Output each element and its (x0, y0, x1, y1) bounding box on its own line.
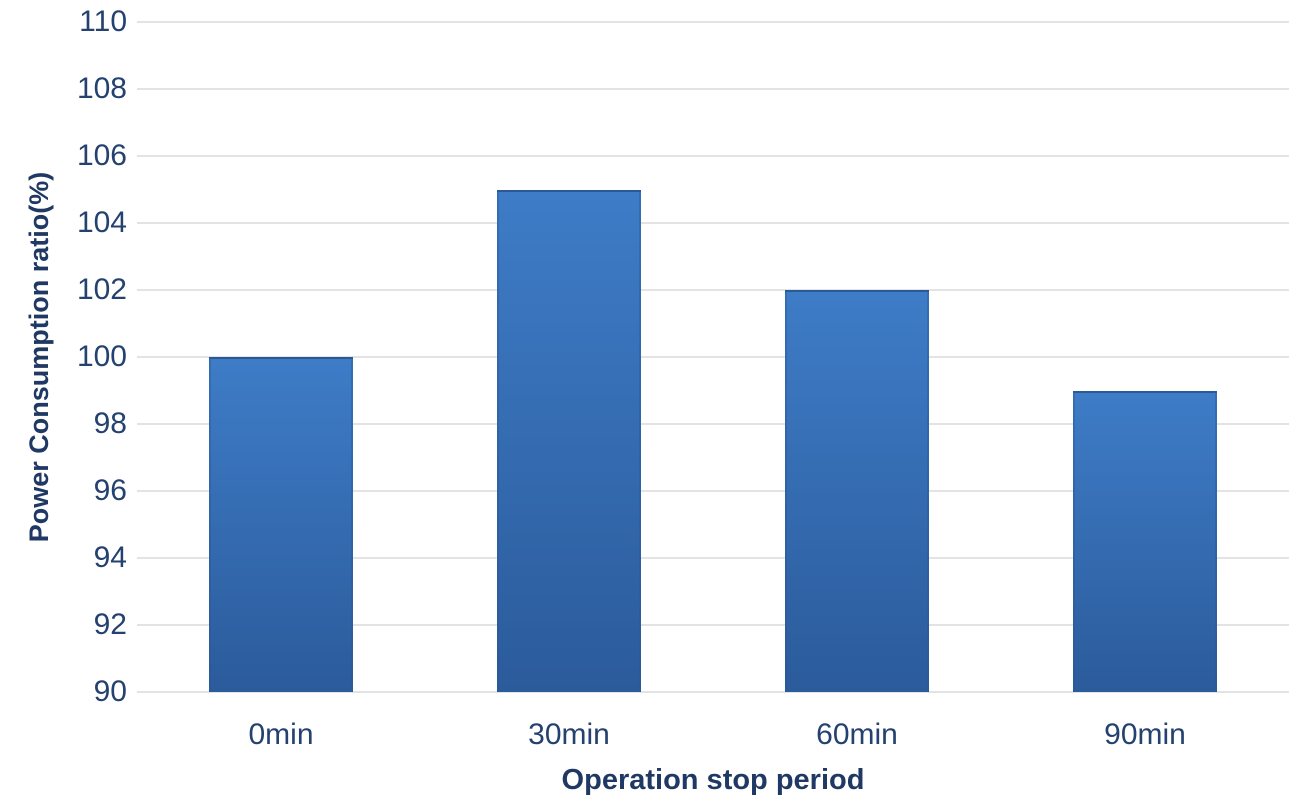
bar-0min (209, 357, 353, 692)
gridline (137, 356, 1289, 358)
bar-60min (785, 290, 929, 692)
y-tick-label: 92 (93, 608, 127, 641)
y-tick-label: 106 (76, 139, 127, 172)
y-tick-label: 98 (93, 407, 127, 440)
bar-30min (497, 189, 641, 692)
x-category-label: 0min (248, 718, 314, 751)
y-tick-label: 102 (76, 273, 127, 306)
bar-90min (1073, 390, 1217, 692)
y-tick-label: 108 (76, 72, 127, 105)
y-tick-label: 100 (76, 340, 127, 373)
gridline (137, 423, 1289, 425)
gridline (137, 691, 1289, 693)
y-tick-label: 96 (93, 474, 127, 507)
gridline (137, 557, 1289, 559)
x-category-label: 30min (528, 718, 610, 751)
x-category-label: 90min (1104, 718, 1186, 751)
gridline (137, 155, 1289, 157)
gridline (137, 289, 1289, 291)
x-axis-title: Operation stop period (561, 764, 865, 796)
x-category-label: 60min (816, 718, 898, 751)
y-tick-label: 104 (76, 206, 127, 239)
gridline (137, 88, 1289, 90)
y-tick-label: 94 (93, 541, 127, 574)
gridline (137, 222, 1289, 224)
y-tick-label: 110 (79, 5, 127, 38)
y-tick-label: 90 (93, 675, 127, 708)
gridline (137, 490, 1289, 492)
gridline (137, 624, 1289, 626)
gridline (137, 21, 1289, 23)
